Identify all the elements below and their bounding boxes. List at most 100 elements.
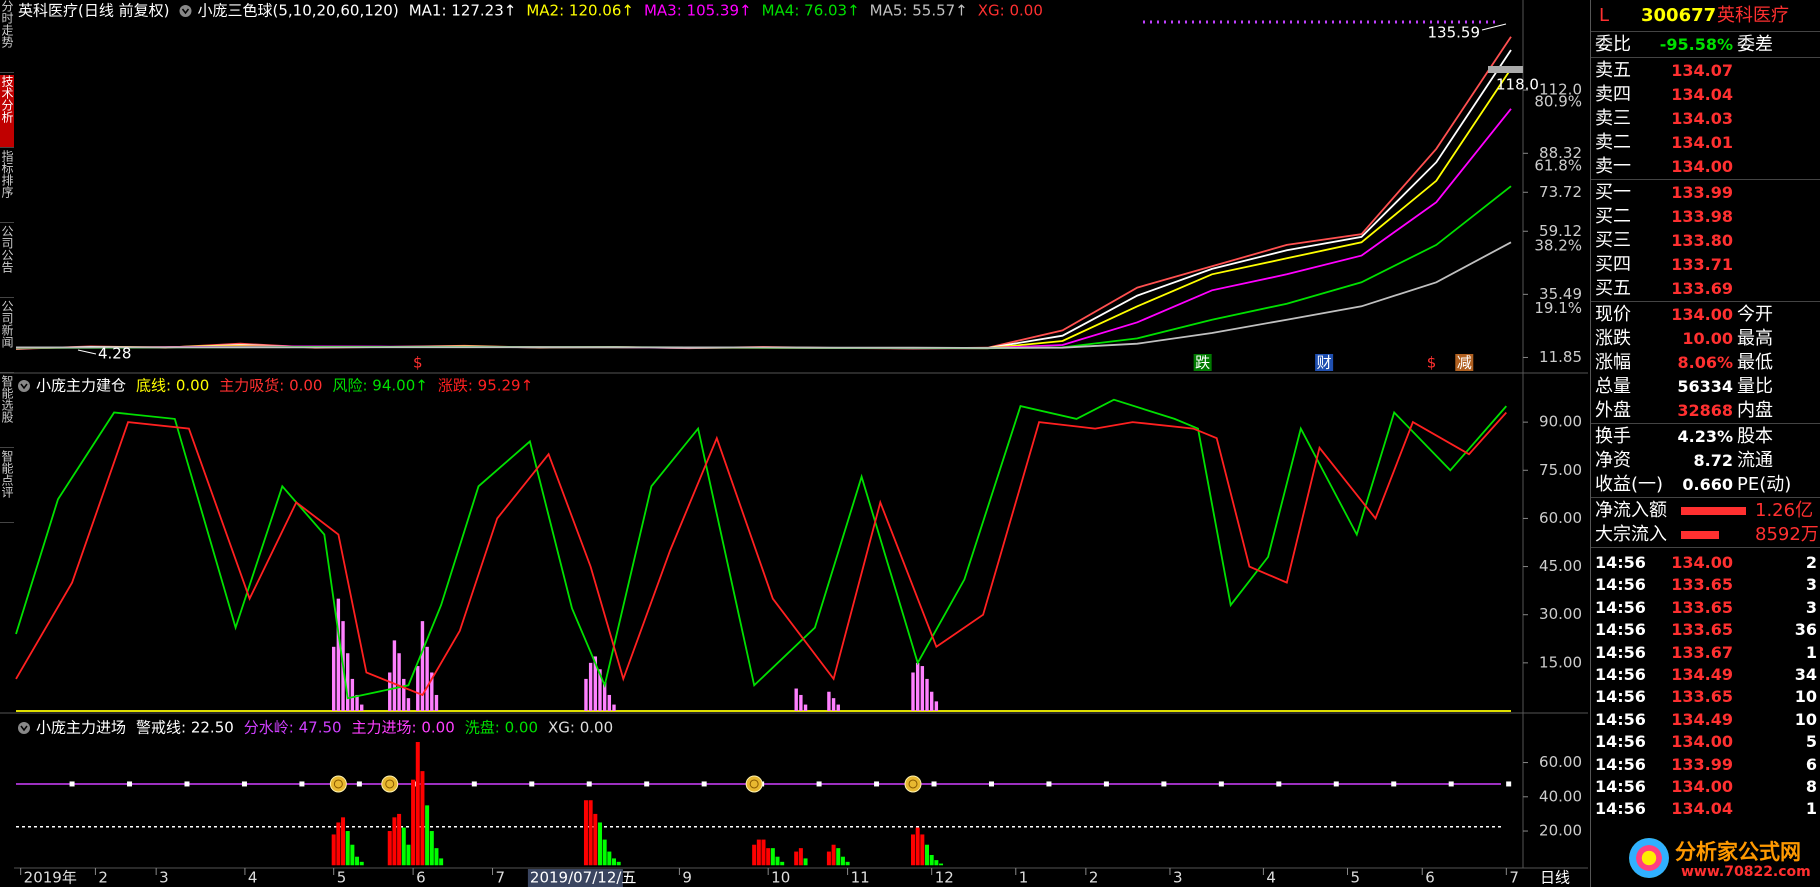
chart-area: 英科医疗(日线 前复权) 小庞三色球(5,10,20,60,120) MA1: 12… (0, 0, 1588, 887)
side-tab[interactable]: 智能选股 (0, 375, 14, 448)
bar (593, 813, 598, 866)
line-dot (529, 781, 535, 787)
side-tab[interactable]: 智能点评 (0, 450, 14, 523)
coin-signal (904, 775, 922, 793)
trade-volume: 8 (1805, 777, 1817, 796)
trade-volume: 1 (1805, 642, 1817, 662)
coin-inner (385, 779, 395, 789)
bar (929, 854, 934, 866)
line-dot (356, 781, 362, 787)
side-tab[interactable]: 技术分析 (0, 75, 14, 148)
bar (840, 856, 845, 866)
x-tick-label: 4 (1266, 869, 1276, 887)
watermark-url: www.70822.com (1681, 864, 1811, 880)
bar (836, 848, 841, 866)
legend-entry: XG: 0.00 (978, 2, 1043, 20)
series-line (15, 411, 1507, 697)
bar (794, 688, 798, 711)
bar (388, 672, 392, 711)
menu-icon (18, 380, 30, 392)
fib-label: 38.2% (1534, 236, 1582, 254)
bar (799, 694, 803, 711)
x-tick-label: 3 (159, 869, 169, 887)
y-tick-label: 11.85 (1539, 348, 1582, 366)
bar (826, 851, 831, 866)
trade-time: 14:56 (1595, 754, 1646, 774)
x-tick-label: 2019年 (24, 869, 77, 887)
side-tab[interactable]: 公司公告 (0, 225, 14, 298)
legend-entry: 风险: 94.00↑ (332, 377, 427, 395)
flow-bar (1681, 507, 1746, 515)
indicator-name: 小庞三色球(5,10,20,60,120) (197, 2, 398, 20)
coin-signal (745, 775, 763, 793)
bar (761, 839, 766, 866)
row-label-2: 最低 (1737, 352, 1773, 373)
trade-volume: 10 (1794, 687, 1817, 707)
y-tick-label: 30.00 (1539, 605, 1582, 623)
row-label-2: 最高 (1737, 328, 1773, 349)
row-label: 总量 (1595, 376, 1631, 397)
row-value: 134.01 (1671, 133, 1733, 152)
line-dot (874, 781, 880, 787)
bar (397, 653, 401, 711)
row-label: 买一 (1595, 182, 1631, 203)
bar (355, 856, 360, 866)
bar (336, 598, 341, 711)
y-tick-label: 60.00 (1539, 509, 1582, 527)
row-label: 卖四 (1595, 84, 1631, 105)
bar (920, 666, 925, 711)
side-tab[interactable]: 指标排序 (0, 150, 14, 223)
y-tick-label: 60.00 (1539, 753, 1582, 771)
bar (415, 742, 420, 866)
y-tick-label: 40.00 (1539, 787, 1582, 805)
side-tab[interactable]: 分时走势 (0, 0, 14, 73)
x-tick-label: 2 (98, 869, 108, 887)
line-dot (127, 781, 133, 787)
row-value: -95.58% (1659, 35, 1733, 54)
quote-flag: L (1599, 5, 1610, 26)
line-dot (1103, 781, 1109, 787)
bar (593, 656, 598, 711)
flow-bar (1681, 531, 1719, 539)
separator (1591, 423, 1820, 424)
row-value: 134.03 (1671, 109, 1733, 128)
row-value: 133.69 (1671, 279, 1733, 298)
trade-volume: 34 (1794, 665, 1817, 684)
bar (359, 861, 364, 866)
trade-price: 133.65 (1671, 687, 1733, 707)
row-value: 0.660 (1682, 475, 1733, 494)
bar (350, 678, 355, 711)
side-tabs: 分时走势 技术分析 指标排序 公司公告 公司新闻 智能选股 智能点评 (0, 0, 14, 887)
coin-inner (749, 779, 759, 789)
bar (836, 704, 840, 711)
y-tick-label: 73.72 (1539, 183, 1582, 201)
bar (434, 848, 439, 866)
row-label: 买五 (1595, 278, 1631, 299)
low-label: 4.28 (98, 345, 131, 363)
trade-volume: 36 (1794, 620, 1817, 640)
bar (402, 678, 406, 711)
y-tick-label: 35.49 (1539, 285, 1582, 303)
legend-entry: 主力吸货: 0.00 (219, 377, 322, 395)
row-label-2: PE(动) (1737, 474, 1792, 495)
coin-inner (908, 779, 918, 789)
trade-time: 14:56 (1595, 597, 1646, 617)
row-label: 现价 (1595, 304, 1631, 325)
row-value: 134.04 (1671, 85, 1733, 104)
row-label: 委比 (1595, 34, 1631, 55)
row-label: 买四 (1595, 254, 1631, 275)
bar (607, 694, 612, 711)
line-dot (299, 781, 305, 787)
line-dot (69, 781, 75, 787)
row-value: 8.72 (1693, 451, 1733, 470)
x-tick-label: 6 (1425, 869, 1435, 887)
row-label: 收益(一) (1595, 474, 1664, 495)
trade-volume: 2 (1805, 553, 1817, 572)
series-line (15, 108, 1512, 350)
line-dot (1391, 781, 1397, 787)
series-line (15, 398, 1507, 700)
menu-icon-arrow (20, 725, 28, 732)
row-value: 1.26亿 (1755, 500, 1814, 521)
trade-price: 133.65 (1671, 620, 1733, 640)
row-label: 买三 (1595, 230, 1631, 251)
